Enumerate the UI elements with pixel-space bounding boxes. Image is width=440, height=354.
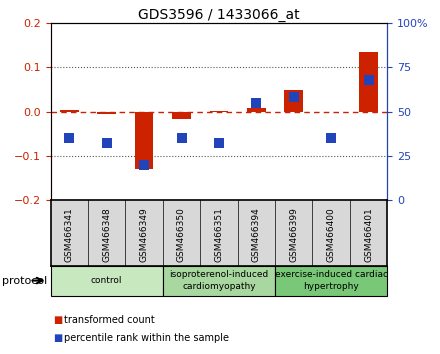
Bar	[172, 112, 191, 120]
Text: GSM466401: GSM466401	[364, 207, 373, 262]
Text: GSM466399: GSM466399	[289, 207, 298, 262]
Bar	[247, 108, 266, 112]
Bar	[97, 112, 116, 114]
Text: percentile rank within the sample: percentile rank within the sample	[64, 333, 229, 343]
Text: control: control	[91, 276, 122, 285]
Bar	[322, 112, 341, 113]
Text: exercise-induced cardiac
hypertrophy: exercise-induced cardiac hypertrophy	[275, 270, 388, 291]
Text: GSM466349: GSM466349	[139, 207, 149, 262]
Text: GSM466348: GSM466348	[102, 207, 111, 262]
Text: GSM466394: GSM466394	[252, 207, 261, 262]
Bar	[51, 266, 163, 296]
Text: ■: ■	[53, 315, 62, 325]
Text: GSM466350: GSM466350	[177, 207, 186, 262]
Text: GSM466351: GSM466351	[214, 207, 224, 262]
Text: GSM466400: GSM466400	[326, 207, 336, 262]
Text: ■: ■	[53, 333, 62, 343]
Bar	[359, 52, 378, 112]
Bar	[209, 110, 228, 112]
Text: transformed count: transformed count	[64, 315, 154, 325]
Bar	[163, 266, 275, 296]
Bar	[135, 112, 154, 169]
Bar	[60, 110, 79, 112]
Bar	[275, 266, 387, 296]
Bar	[284, 90, 303, 112]
Text: isoproterenol-induced
cardiomyopathy: isoproterenol-induced cardiomyopathy	[169, 270, 268, 291]
Text: GSM466341: GSM466341	[65, 207, 74, 262]
Title: GDS3596 / 1433066_at: GDS3596 / 1433066_at	[138, 8, 300, 22]
Text: protocol: protocol	[2, 275, 48, 286]
